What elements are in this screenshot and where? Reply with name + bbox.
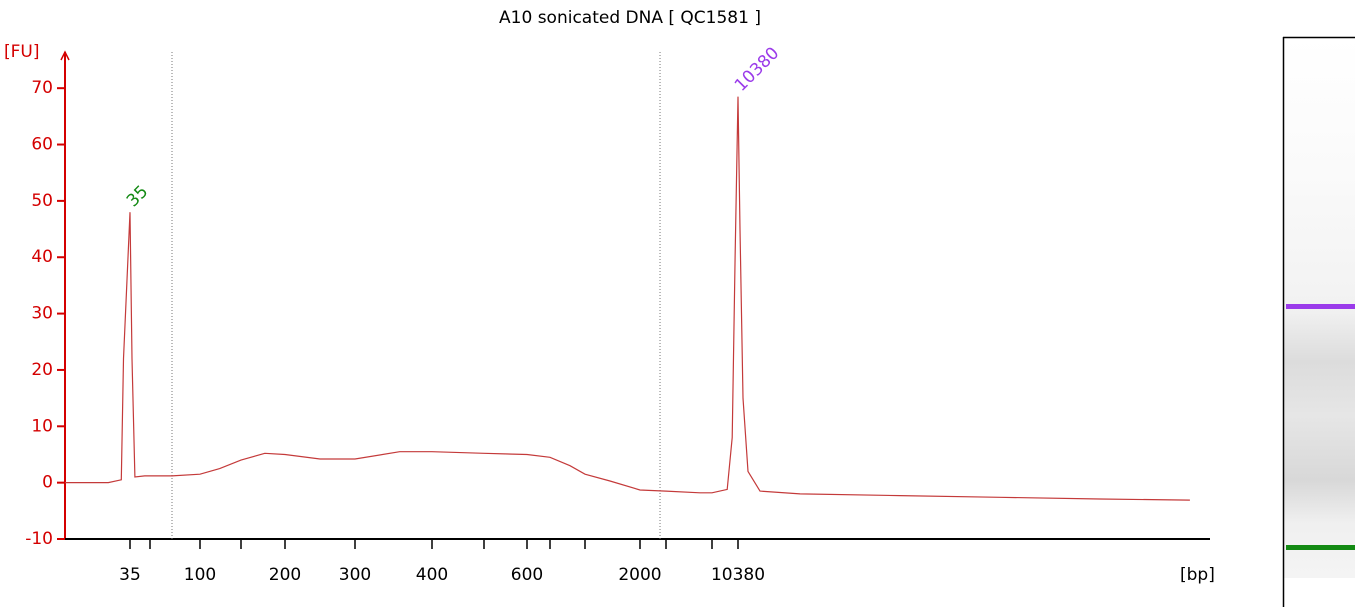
y-tick-label: 60 xyxy=(31,135,53,155)
x-tick-label: 600 xyxy=(511,565,543,585)
x-tick-label: 2000 xyxy=(618,565,661,585)
x-tick-label: 300 xyxy=(339,565,371,585)
y-tick-label: 50 xyxy=(31,191,53,211)
y-tick-label: 10 xyxy=(31,416,53,436)
y-tick-label: 30 xyxy=(31,304,53,324)
x-tick-label: 35 xyxy=(119,565,141,585)
y-tick-label: 20 xyxy=(31,360,53,380)
x-tick-label: 400 xyxy=(416,565,448,585)
y-axis-arrow xyxy=(60,50,70,61)
peak-label: 10380 xyxy=(731,43,783,95)
gel-lane xyxy=(1282,36,1355,607)
y-tick-label: 70 xyxy=(31,78,53,98)
y-axis-label: [FU] xyxy=(4,42,40,62)
y-tick-label: 40 xyxy=(31,247,53,267)
peak-label: 35 xyxy=(123,182,152,211)
x-tick-label: 10380 xyxy=(711,565,765,585)
y-tick-label: 0 xyxy=(42,473,53,493)
chart-title: A10 sonicated DNA [ QC1581 ] xyxy=(499,8,761,28)
x-axis-label: [bp] xyxy=(1180,565,1215,585)
trace xyxy=(65,96,1190,501)
y-tick-label: -10 xyxy=(25,529,53,549)
x-tick-label: 100 xyxy=(184,565,216,585)
x-tick-label: 200 xyxy=(269,565,301,585)
